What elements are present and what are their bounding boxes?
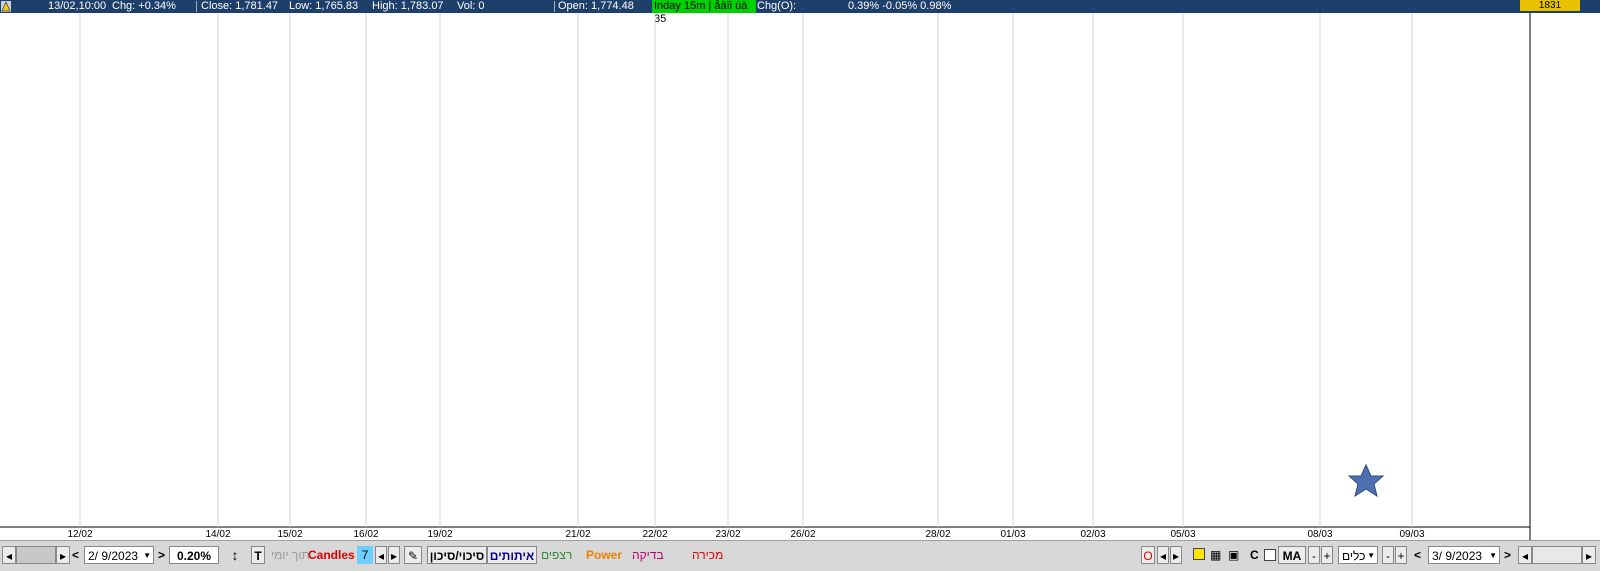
x-tick-label: 22/02 [642, 529, 667, 540]
check-tab[interactable]: בדיקה [632, 548, 664, 562]
x-tick-label: 08/03 [1307, 529, 1332, 540]
vertical-resize-icon[interactable]: ↕ [231, 547, 239, 563]
ma-plus-button[interactable]: + [1321, 546, 1333, 564]
chg-open-values: 0.39% -0.05% 0.98% [848, 0, 952, 12]
intraday-label[interactable]: תוך יומי [271, 548, 310, 562]
tools-label: כלים [1342, 549, 1366, 563]
x-tick-label: 21/02 [565, 529, 590, 540]
x-tick-label: 15/02 [277, 529, 302, 540]
volume-value: Vol: 0 [457, 0, 485, 12]
change-percent: Chg: +0.34% [112, 0, 176, 12]
candles-label[interactable]: Candles [308, 548, 355, 562]
h-scroll-track[interactable] [1532, 546, 1582, 564]
scroll-right-button[interactable]: ▸ [56, 546, 70, 564]
warning-icon[interactable] [1, 1, 11, 12]
x-tick-label: 19/02 [427, 529, 452, 540]
h-scroll-left-button[interactable]: ◂ [1518, 546, 1532, 564]
x-tick-label: 05/03 [1170, 529, 1195, 540]
ma-checkbox[interactable] [1264, 546, 1276, 564]
c-label[interactable]: C [1250, 548, 1259, 562]
x-tick-label: 28/02 [925, 529, 950, 540]
chg-open-label: Chg(O): [757, 0, 797, 12]
x-tick-label: 01/03 [1000, 529, 1025, 540]
prev-end-date-arrow[interactable]: < [1414, 548, 1422, 562]
grid-icon[interactable]: ▦ [1210, 548, 1222, 562]
timestamp: 13/02,10:00 [48, 0, 107, 12]
star-icon[interactable] [1347, 463, 1385, 498]
sale-tab[interactable]: מכירה [692, 548, 724, 562]
sequences-tab[interactable]: רצפים [541, 548, 573, 562]
next-date-arrow[interactable]: > [158, 548, 166, 562]
price-chart[interactable]: 1,8201,8001,7801,7601,7401,7201,7001,680… [0, 13, 1600, 540]
x-tick-label: 02/03 [1080, 529, 1105, 540]
end-date-field[interactable]: 3/ 9/2023 ▼ [1428, 546, 1500, 564]
o-prev-button[interactable]: ◂ [1157, 546, 1169, 564]
x-tick-label: 14/02 [205, 529, 230, 540]
ma-minus-button[interactable]: - [1308, 546, 1320, 564]
scroll-left-button[interactable]: ◂ [2, 546, 16, 564]
x-tick-label: 26/02 [790, 529, 815, 540]
text-tool-button[interactable]: T [251, 546, 265, 564]
risk-reward-button[interactable]: סיכוי/סיכון [427, 546, 487, 564]
scroll-track[interactable] [16, 546, 56, 564]
power-tab[interactable]: Power [586, 548, 623, 562]
yellow-box-icon[interactable] [1193, 546, 1207, 564]
ma-button[interactable]: MA [1278, 546, 1306, 564]
interval-selector[interactable]: Inday 15m | åàîi úà 35 [652, 0, 756, 25]
bottom-toolbar: ◂ ▸ < 2/ 9/2023 ▼ > 0.20% ↕ T תוך יומי C… [0, 540, 1600, 571]
next-end-date-arrow[interactable]: > [1504, 548, 1512, 562]
o-button[interactable]: O [1141, 546, 1155, 564]
dropdown-arrow-icon[interactable]: ▼ [1367, 551, 1375, 560]
signals-button[interactable]: איתותים [487, 546, 537, 564]
close-value: Close: 1,781.47 [201, 0, 279, 12]
quote-header-bar: 13/02,10:00 Chg: +0.34% Close: 1,781.47 … [0, 0, 1600, 25]
tools-minus-button[interactable]: - [1382, 546, 1394, 564]
axis-labels: 1,8201,8001,7801,7601,7401,7201,7001,680… [67, 529, 1424, 540]
x-tick-label: 23/02 [715, 529, 740, 540]
dropdown-arrow-icon[interactable]: ▼ [143, 551, 151, 560]
window-icon[interactable]: ▣ [1228, 548, 1240, 562]
low-value: Low: 1,765.83 [289, 0, 359, 12]
o-next-button[interactable]: ▸ [1170, 546, 1182, 564]
x-tick-label: 12/02 [67, 529, 92, 540]
dropdown-arrow-icon[interactable]: ▼ [1489, 551, 1497, 560]
x-tick-label: 09/03 [1399, 529, 1424, 540]
x-tick-label: 16/02 [353, 529, 378, 540]
open-value: Open: 1,774.48 [558, 0, 634, 12]
h-scroll-right-button[interactable]: ▸ [1582, 546, 1596, 564]
start-date-value: 2/ 9/2023 [88, 549, 139, 563]
last-value-box: 1831 [1520, 0, 1580, 11]
prev-date-arrow[interactable]: < [72, 548, 80, 562]
high-value: High: 1,783.07 [372, 0, 444, 12]
tools-dropdown[interactable]: כלים ▼ [1338, 546, 1378, 564]
end-date-value: 3/ 9/2023 [1432, 549, 1483, 563]
percent-field[interactable]: 0.20% [169, 546, 219, 564]
candles-increase-button[interactable]: ▸ [388, 546, 400, 564]
chart-grid [0, 13, 1531, 540]
pencil-icon[interactable]: ✎ [404, 546, 422, 564]
tools-plus-button[interactable]: + [1395, 546, 1407, 564]
candles-value[interactable]: 7 [357, 546, 373, 564]
candles-decrease-button[interactable]: ◂ [375, 546, 387, 564]
start-date-field[interactable]: 2/ 9/2023 ▼ [84, 546, 154, 564]
